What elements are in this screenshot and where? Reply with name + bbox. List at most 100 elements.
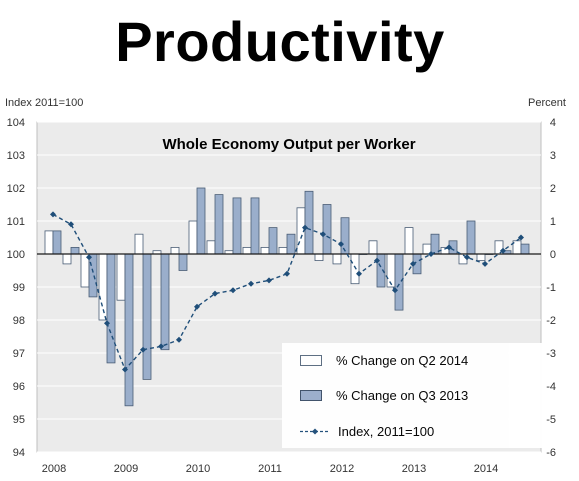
bar-q2 <box>242 246 252 255</box>
bar-q2 <box>62 253 72 265</box>
right-tick-label: 0 <box>550 249 556 261</box>
legend-label-q2: % Change on Q2 2014 <box>336 352 469 368</box>
bar-q3 <box>520 243 530 255</box>
x-tick-label: 2008 <box>42 463 66 475</box>
legend-swatch-q3 <box>300 389 322 401</box>
right-tick-label: -3 <box>546 348 556 360</box>
index-point <box>392 287 398 294</box>
bar-q3 <box>70 246 80 255</box>
right-tick-label: 1 <box>550 216 556 228</box>
left-tick-label: 100 <box>7 249 25 261</box>
index-point <box>464 254 470 261</box>
legend-swatch-q2 <box>300 354 322 366</box>
bar-q2 <box>332 253 342 265</box>
bar-q3 <box>466 220 476 255</box>
index-point <box>518 234 524 241</box>
bar-q3 <box>394 253 404 311</box>
index-point <box>284 270 290 277</box>
index-point <box>230 287 236 294</box>
left-tick-label: 101 <box>7 216 25 228</box>
index-point <box>122 366 128 373</box>
bar-q2 <box>404 227 414 255</box>
right-tick-label: 2 <box>550 183 556 195</box>
index-point <box>176 336 182 343</box>
left-tick-label: 104 <box>7 117 25 129</box>
left-tick-label: 94 <box>13 447 25 459</box>
bar-q3 <box>88 253 98 298</box>
legend-swatch-index <box>300 428 330 434</box>
x-tick-label: 2009 <box>114 463 138 475</box>
right-tick-label: -4 <box>546 381 556 393</box>
bar-q2 <box>386 253 396 288</box>
left-tick-label: 99 <box>13 282 25 294</box>
x-tick-label: 2010 <box>186 463 210 475</box>
x-tick-label: 2011 <box>258 463 282 475</box>
bar-q2 <box>368 240 378 255</box>
index-point <box>104 320 110 327</box>
index-point <box>446 244 452 251</box>
index-point <box>68 221 74 228</box>
index-point <box>194 303 200 310</box>
index-point <box>248 280 254 287</box>
chart-legend: % Change on Q2 2014 % Change on Q3 2013 … <box>282 343 542 448</box>
bar-q3 <box>106 253 116 364</box>
index-point <box>140 346 146 353</box>
right-tick-label: 4 <box>550 117 556 129</box>
bar-q3 <box>286 233 296 255</box>
bar-q2 <box>350 253 360 285</box>
bar-q3 <box>268 227 278 255</box>
index-point <box>500 247 506 254</box>
bar-q3 <box>178 253 188 271</box>
index-point <box>212 290 218 297</box>
bar-q3 <box>52 230 62 255</box>
right-tick-label: -5 <box>546 414 556 426</box>
bar-q2 <box>134 233 144 255</box>
index-point <box>410 260 416 267</box>
bar-q3 <box>124 253 134 407</box>
x-tick-label: 2012 <box>330 463 354 475</box>
x-tick-label: 2013 <box>402 463 426 475</box>
bar-q2 <box>476 253 486 261</box>
index-point <box>50 211 56 218</box>
bar-q3 <box>304 190 314 255</box>
legend-item-index: Index, 2011=100 <box>300 422 434 440</box>
bar-q3 <box>142 253 152 380</box>
index-point <box>338 241 344 248</box>
bar-q3 <box>322 204 332 255</box>
legend-item-q3: % Change on Q3 2013 <box>300 386 468 404</box>
bar-q3 <box>160 253 170 351</box>
index-line <box>52 213 522 371</box>
bar-q2 <box>314 253 324 261</box>
left-tick-label: 98 <box>13 315 25 327</box>
bar-q3 <box>232 197 242 255</box>
right-tick-label: -2 <box>546 315 556 327</box>
bar-q2 <box>278 246 288 255</box>
index-point <box>374 257 380 264</box>
chart-title: Whole Economy Output per Worker <box>162 136 415 153</box>
index-point <box>266 277 272 284</box>
bar-q2 <box>44 230 54 255</box>
bar-q2 <box>116 253 126 301</box>
bar-q3 <box>340 217 350 255</box>
index-point <box>482 260 488 267</box>
x-tick-label: 2014 <box>474 463 498 475</box>
index-point <box>158 343 164 350</box>
bar-q2 <box>188 220 198 255</box>
index-point <box>356 270 362 277</box>
right-tick-label: -1 <box>546 282 556 294</box>
bar-q2 <box>170 246 180 255</box>
bar-q3 <box>250 197 260 255</box>
right-tick-label: -6 <box>546 447 556 459</box>
index-point <box>86 254 92 261</box>
bar-q2 <box>260 246 270 255</box>
left-tick-label: 95 <box>13 414 25 426</box>
right-tick-label: 3 <box>550 150 556 162</box>
index-point <box>428 251 434 257</box>
page-title: Productivity <box>115 10 445 73</box>
left-tick-label: 103 <box>7 150 25 162</box>
bar-q2 <box>206 240 216 255</box>
bar-q3 <box>214 194 224 255</box>
right-axis-title: Percent <box>528 97 566 109</box>
index-point <box>302 224 308 231</box>
left-axis-title: Index 2011=100 <box>5 97 84 109</box>
